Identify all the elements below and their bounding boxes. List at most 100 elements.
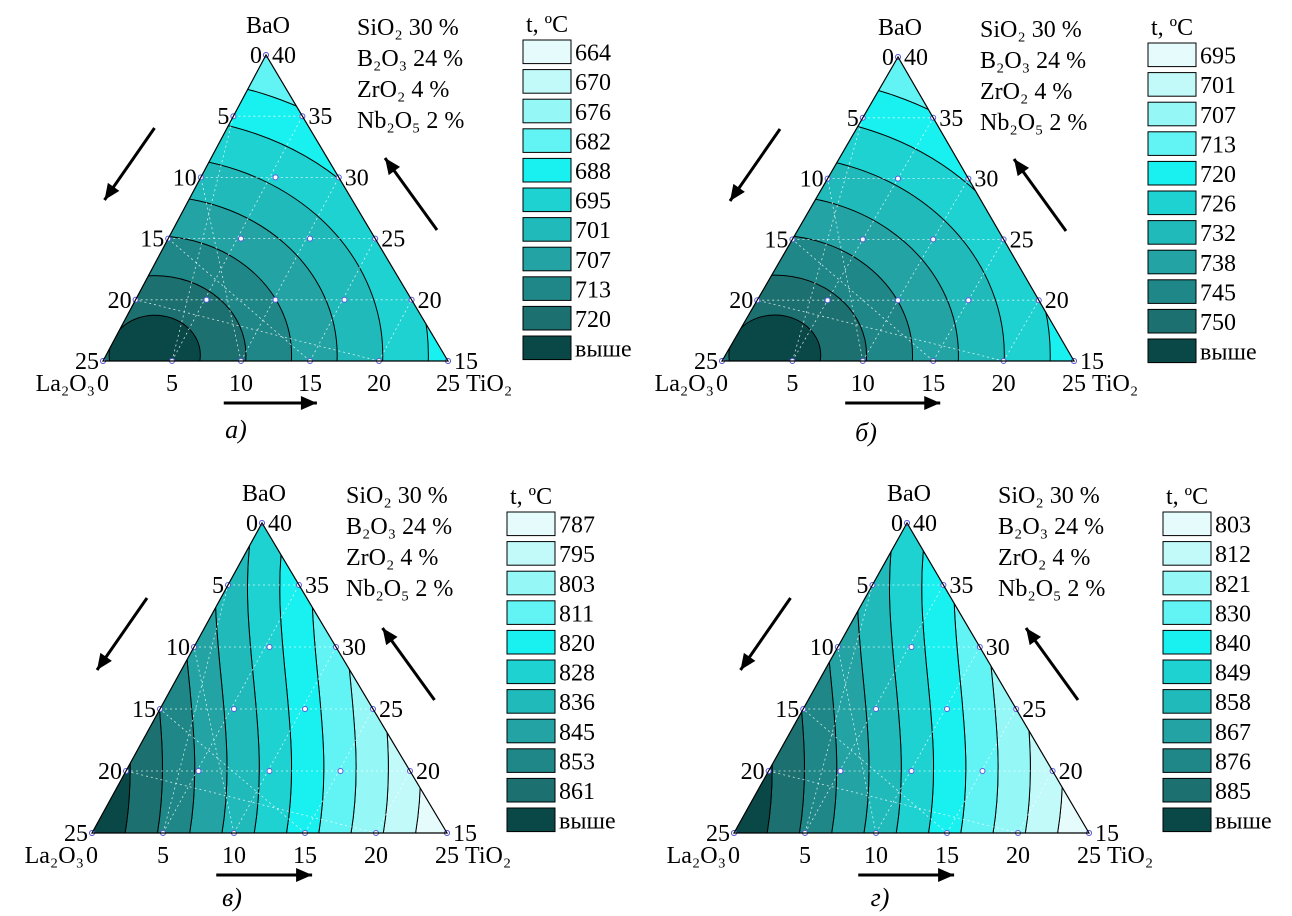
legend-label: 836	[559, 690, 595, 716]
legend-label: 676	[575, 100, 611, 126]
right-tick-label: 40	[268, 511, 292, 537]
legend-swatch	[1162, 777, 1212, 803]
data-point	[965, 297, 972, 304]
ternary-frame	[720, 55, 1076, 362]
legend-swatch	[1162, 718, 1212, 744]
legend-label: выше	[1215, 809, 1272, 835]
left-tick-label: 5	[217, 104, 229, 130]
left-tick-label: 5	[212, 573, 224, 599]
grid-line	[375, 770, 411, 833]
right-tick-label: 40	[904, 45, 928, 71]
grid-line	[200, 177, 242, 361]
arrow-left-head	[97, 652, 112, 670]
legend-swatch	[1162, 659, 1212, 685]
arrow-right-head	[1026, 628, 1042, 646]
legend-label: 750	[1200, 310, 1236, 336]
composition-line: B₂O₃ 24 %	[346, 514, 452, 540]
legend-label: 738	[1200, 251, 1236, 277]
data-point	[944, 706, 950, 712]
contour-band	[734, 523, 773, 833]
composition-line: ZrO₂ 4 %	[998, 545, 1090, 571]
bottom-tick-label: 5	[166, 371, 178, 397]
left-tick-label: 0	[882, 45, 894, 71]
data-point	[837, 768, 844, 774]
legend-label: 707	[575, 248, 611, 274]
legend-label: 885	[1215, 779, 1251, 805]
legend-swatch	[1162, 570, 1212, 596]
left-tick-label: 15	[775, 697, 799, 723]
legend-label: 688	[575, 159, 611, 185]
legend-label: 701	[575, 218, 611, 244]
legend-title: t, ºC	[510, 484, 552, 510]
legend: t, ºC 695 701 707 713 720 726 732 738 745 750 выше	[1147, 15, 1257, 366]
legend-swatch	[1147, 72, 1197, 97]
grid-line	[378, 299, 412, 361]
legend-label: 830	[1215, 601, 1251, 627]
composition-line: Nb₂O₅ 2 %	[357, 108, 464, 134]
contour-band	[728, 314, 822, 361]
legend-label: 876	[1215, 749, 1251, 775]
grid-line	[875, 646, 981, 833]
bottom-tick-label: 10	[229, 371, 253, 397]
bottom-tick-label: 10	[222, 843, 246, 869]
legend-swatch	[506, 629, 556, 655]
arrow-bottom-head	[924, 396, 941, 410]
right-tick-label: 30	[974, 167, 998, 193]
grid-line	[171, 116, 234, 361]
vertex-label-left: La₂O₃	[667, 843, 726, 869]
legend-swatch	[1147, 101, 1197, 127]
legend-swatch	[506, 807, 556, 833]
legend-swatch	[1147, 190, 1197, 216]
data-point	[859, 236, 866, 243]
bottom-tick-label: 15	[935, 843, 959, 869]
arrow-bottom-head	[300, 396, 317, 410]
bottom-tick-label: 0	[716, 371, 728, 397]
right-tick-label: 35	[308, 104, 332, 130]
bottom-tick-label: 25	[1062, 371, 1086, 397]
left-tick-label: 15	[140, 227, 164, 253]
right-tick-label: 15	[1080, 349, 1104, 375]
legend-swatch	[506, 659, 556, 685]
legend: t, ºC 803 812 821 830 840 849 858 867 876 885 выше	[1162, 484, 1272, 835]
legend-label: 803	[559, 572, 595, 598]
legend-label: 713	[1200, 132, 1236, 158]
vertex-label-top: BaO	[246, 13, 290, 39]
legend-swatch	[522, 157, 572, 183]
contour-band	[108, 314, 201, 361]
data-point	[272, 296, 279, 303]
bottom-tick-label: 10	[864, 843, 888, 869]
legend-label: 795	[559, 542, 595, 568]
bottom-tick-label: 20	[1006, 843, 1030, 869]
legend: t, ºC 664 670 676 682 688 695 701 707 713 720 выше	[522, 12, 632, 363]
legend-swatch	[522, 335, 572, 361]
legend-label: 664	[575, 41, 611, 67]
grid-line	[757, 299, 1004, 361]
legend-swatch	[506, 600, 556, 625]
grid-line	[167, 238, 311, 361]
data-point	[238, 235, 244, 242]
vertex-label-right: TiO₂	[1092, 371, 1138, 397]
bottom-tick-label: 15	[298, 371, 322, 397]
left-tick-label: 0	[246, 511, 258, 537]
left-tick-label: 5	[847, 106, 859, 132]
ternary-frame	[90, 521, 449, 834]
legend-swatch	[522, 128, 572, 153]
legend-label: выше	[1200, 340, 1257, 366]
vertex-label-top: BaO	[242, 481, 286, 507]
legend-label: 732	[1200, 221, 1236, 247]
data-point	[824, 297, 831, 304]
legend-label: 713	[575, 277, 611, 303]
composition-line: ZrO₂ 4 %	[357, 77, 449, 103]
bottom-tick-label: 0	[728, 843, 740, 869]
right-tick-label: 25	[379, 697, 403, 723]
legend-label: 695	[1200, 44, 1236, 70]
left-tick-label: 15	[132, 697, 156, 723]
arrow-left-head	[730, 183, 745, 201]
legend-label: 720	[575, 307, 611, 333]
legend-swatch	[1147, 131, 1197, 156]
legend-label: выше	[575, 337, 632, 363]
bottom-tick-label: 5	[157, 843, 169, 869]
grid-line	[135, 299, 380, 361]
data-point	[195, 768, 202, 774]
